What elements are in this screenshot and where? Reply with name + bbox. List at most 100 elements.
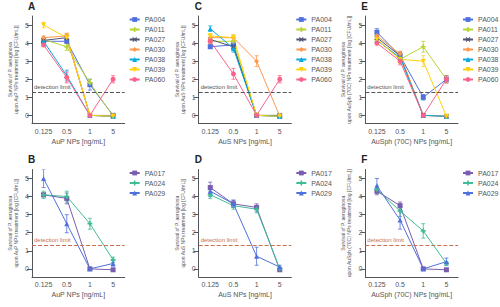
svg-text:PA017: PA017 — [145, 170, 166, 177]
svg-text:PA004: PA004 — [145, 16, 166, 23]
svg-text:PA011: PA011 — [311, 26, 331, 33]
svg-text:E: E — [361, 1, 368, 12]
svg-text:0: 0 — [358, 112, 362, 119]
svg-text:0.125: 0.125 — [201, 281, 219, 288]
svg-text:0.5: 0.5 — [62, 281, 72, 288]
svg-text:0: 0 — [25, 112, 29, 119]
svg-text:5: 5 — [111, 128, 115, 135]
svg-text:AuS NPs [ng/mL]: AuS NPs [ng/mL] — [218, 138, 272, 146]
svg-text:detection limit: detection limit — [34, 237, 71, 243]
svg-text:PA027: PA027 — [478, 36, 499, 43]
svg-text:5: 5 — [25, 22, 29, 29]
svg-text:1: 1 — [421, 128, 425, 135]
svg-text:PA060: PA060 — [311, 76, 332, 83]
svg-text:0: 0 — [358, 265, 362, 272]
svg-text:1: 1 — [88, 128, 92, 135]
svg-text:1: 1 — [421, 281, 425, 288]
svg-text:5: 5 — [192, 175, 196, 182]
svg-text:AuSph (70C) NPs [ng/mL]: AuSph (70C) NPs [ng/mL] — [371, 138, 452, 146]
svg-text:2: 2 — [25, 76, 29, 83]
svg-text:5: 5 — [192, 22, 196, 29]
svg-text:AuP NPs [ng/mL]: AuP NPs [ng/mL] — [52, 291, 106, 299]
svg-text:PA024: PA024 — [478, 180, 499, 187]
svg-text:detection limit: detection limit — [367, 237, 404, 243]
svg-text:PA030: PA030 — [311, 46, 332, 53]
svg-text:AuS NPs [ng/mL]: AuS NPs [ng/mL] — [218, 291, 272, 299]
svg-text:PA038: PA038 — [311, 56, 332, 63]
svg-text:PA060: PA060 — [145, 76, 166, 83]
svg-text:0: 0 — [25, 265, 29, 272]
svg-text:detection limit: detection limit — [201, 237, 238, 243]
svg-text:AuSph (70C) NPs [ng/mL]: AuSph (70C) NPs [ng/mL] — [371, 291, 452, 299]
svg-text:0.125: 0.125 — [368, 128, 386, 135]
svg-text:4: 4 — [25, 193, 29, 200]
svg-text:1: 1 — [88, 281, 92, 288]
svg-text:1: 1 — [25, 247, 29, 254]
svg-text:5: 5 — [25, 175, 29, 182]
svg-text:PA017: PA017 — [478, 170, 499, 177]
svg-text:AuP NPs [ng/mL]: AuP NPs [ng/mL] — [52, 138, 106, 146]
svg-text:PA039: PA039 — [145, 66, 166, 73]
svg-text:PA017: PA017 — [311, 170, 332, 177]
svg-text:PA004: PA004 — [311, 16, 332, 23]
svg-text:PA038: PA038 — [145, 56, 166, 63]
svg-text:3: 3 — [192, 211, 196, 218]
svg-text:0: 0 — [192, 265, 196, 272]
svg-text:0.5: 0.5 — [395, 128, 405, 135]
svg-text:PA011: PA011 — [145, 26, 165, 33]
svg-text:5: 5 — [358, 175, 362, 182]
svg-text:1: 1 — [358, 94, 362, 101]
svg-text:PA039: PA039 — [478, 66, 499, 73]
svg-text:1: 1 — [255, 281, 259, 288]
svg-text:5: 5 — [278, 128, 282, 135]
svg-text:3: 3 — [192, 58, 196, 65]
svg-text:PA029: PA029 — [478, 190, 499, 197]
svg-text:upon AuS NPs treatment [log [C: upon AuS NPs treatment [log [CFU/mL]] — [180, 25, 186, 114]
svg-text:PA027: PA027 — [145, 36, 166, 43]
svg-text:2: 2 — [358, 76, 362, 83]
svg-text:detection limit: detection limit — [201, 84, 238, 90]
svg-text:4: 4 — [358, 40, 362, 47]
svg-text:5: 5 — [444, 128, 448, 135]
svg-text:0.5: 0.5 — [395, 281, 405, 288]
svg-text:F: F — [361, 154, 367, 165]
svg-text:1: 1 — [358, 247, 362, 254]
svg-text:2: 2 — [358, 229, 362, 236]
svg-text:3: 3 — [25, 58, 29, 65]
svg-text:detection limit: detection limit — [34, 84, 71, 90]
svg-text:upon AuP NPs treatment [log [C: upon AuP NPs treatment [log [CFU/mL]] — [13, 178, 19, 267]
svg-text:1: 1 — [25, 94, 29, 101]
svg-text:B: B — [28, 154, 35, 165]
svg-text:5: 5 — [358, 22, 362, 29]
svg-text:upon AuP NPs treatment [log [C: upon AuP NPs treatment [log [CFU/mL]] — [13, 25, 19, 114]
svg-text:1: 1 — [192, 94, 196, 101]
svg-text:2: 2 — [25, 229, 29, 236]
svg-text:detection limit: detection limit — [367, 84, 404, 90]
svg-text:0: 0 — [192, 112, 196, 119]
svg-text:PA024: PA024 — [145, 180, 166, 187]
svg-text:0.125: 0.125 — [35, 281, 53, 288]
svg-text:PA004: PA004 — [478, 16, 499, 23]
svg-text:PA030: PA030 — [478, 46, 499, 53]
svg-text:PA027: PA027 — [311, 36, 332, 43]
svg-text:4: 4 — [25, 40, 29, 47]
svg-text:2: 2 — [192, 76, 196, 83]
svg-text:0.5: 0.5 — [229, 281, 239, 288]
svg-text:C: C — [195, 1, 202, 12]
svg-text:PA011: PA011 — [478, 26, 498, 33]
svg-text:5: 5 — [111, 281, 115, 288]
svg-text:PA060: PA060 — [478, 76, 499, 83]
svg-text:PA029: PA029 — [311, 190, 332, 197]
svg-text:PA024: PA024 — [311, 180, 332, 187]
svg-text:0.5: 0.5 — [62, 128, 72, 135]
svg-text:4: 4 — [192, 40, 196, 47]
svg-text:4: 4 — [192, 193, 196, 200]
svg-text:upon AuSph (70C) NPs treatment: upon AuSph (70C) NPs treatment [log [CFU… — [346, 15, 352, 124]
svg-text:PA039: PA039 — [311, 66, 332, 73]
svg-text:3: 3 — [25, 211, 29, 218]
svg-text:0.125: 0.125 — [201, 128, 219, 135]
svg-text:3: 3 — [358, 58, 362, 65]
svg-text:0.125: 0.125 — [35, 128, 53, 135]
svg-text:4: 4 — [358, 193, 362, 200]
svg-text:0.125: 0.125 — [368, 281, 386, 288]
